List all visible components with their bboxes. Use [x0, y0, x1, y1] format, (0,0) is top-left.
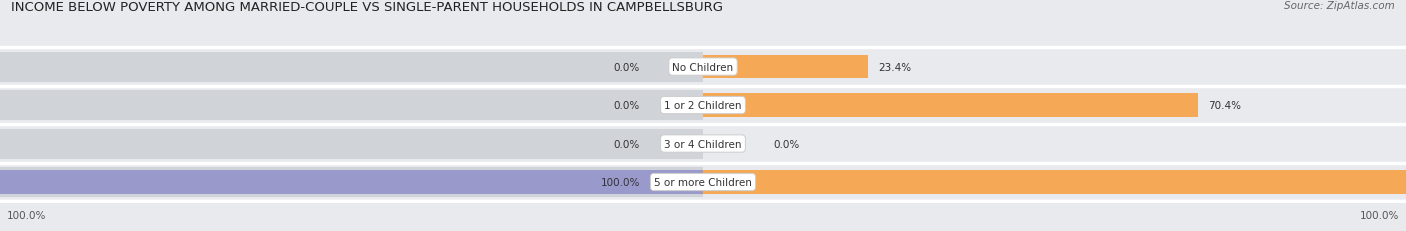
Text: 100.0%: 100.0%	[1360, 210, 1399, 220]
Bar	[0, 52, 703, 82]
Bar	[703, 170, 1406, 194]
Text: 23.4%: 23.4%	[877, 62, 911, 72]
Text: 5 or more Children: 5 or more Children	[654, 177, 752, 187]
Text: 0.0%: 0.0%	[613, 101, 640, 111]
Bar	[0, 129, 703, 159]
Text: 1 or 2 Children: 1 or 2 Children	[664, 101, 742, 111]
Text: Source: ZipAtlas.com: Source: ZipAtlas.com	[1284, 1, 1395, 11]
Bar	[0, 167, 703, 197]
Text: INCOME BELOW POVERTY AMONG MARRIED-COUPLE VS SINGLE-PARENT HOUSEHOLDS IN CAMPBEL: INCOME BELOW POVERTY AMONG MARRIED-COUPL…	[11, 1, 723, 14]
Text: 70.4%: 70.4%	[1209, 101, 1241, 111]
Text: 0.0%: 0.0%	[613, 62, 640, 72]
Text: 100.0%: 100.0%	[600, 177, 640, 187]
Bar	[703, 55, 868, 79]
Text: 0.0%: 0.0%	[613, 139, 640, 149]
Bar	[0, 91, 703, 121]
Bar	[0, 170, 703, 194]
Bar	[703, 94, 1198, 117]
Text: 100.0%: 100.0%	[7, 210, 46, 220]
Text: 3 or 4 Children: 3 or 4 Children	[664, 139, 742, 149]
Text: No Children: No Children	[672, 62, 734, 72]
Text: 0.0%: 0.0%	[773, 139, 800, 149]
